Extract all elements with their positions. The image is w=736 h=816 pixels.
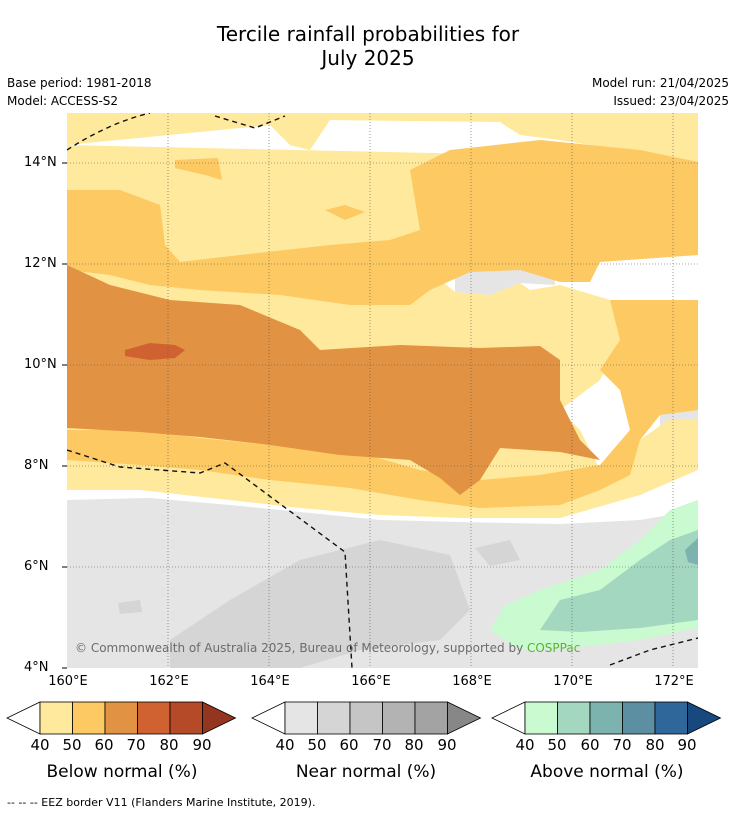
eez-border-note: -- -- -- EEZ border V11 (Flanders Marine…	[7, 796, 316, 809]
above-60-patch	[685, 538, 698, 565]
below-colorbar-segment	[169, 701, 203, 735]
below-tick-70: 70	[126, 736, 146, 754]
map-title: Tercile rainfall probabilities for July …	[0, 22, 736, 70]
above-tick-60: 60	[580, 736, 600, 754]
lat-label-14n: 14°N	[24, 155, 57, 170]
above-colorbar-left-arrow	[491, 701, 526, 735]
below-tick-80: 80	[159, 736, 179, 754]
below-normal-label: Below normal (%)	[46, 762, 198, 782]
model-run: Model run: 21/04/2025	[591, 76, 729, 90]
below-50-patch-2	[325, 205, 365, 220]
above-tick-80: 80	[645, 736, 665, 754]
near-tick-60: 60	[339, 736, 359, 754]
below-tick-60: 60	[94, 736, 114, 754]
copyright-text: © Commonwealth of Australia 2025, Bureau…	[75, 641, 527, 655]
near-normal-label: Near normal (%)	[295, 762, 437, 782]
near-tick-90: 90	[437, 736, 457, 754]
issued-date: Issued: 23/04/2025	[613, 94, 729, 108]
below-tick-90: 90	[192, 736, 212, 754]
below-colorbar-segment	[39, 701, 73, 735]
lat-label-6n: 6°N	[24, 559, 49, 574]
near-tick-80: 80	[404, 736, 424, 754]
above-normal-label: Above normal (%)	[530, 762, 684, 782]
near-colorbar-segment	[284, 701, 318, 735]
below-colorbar-left-arrow	[6, 701, 41, 735]
above-colorbar-segment	[589, 701, 623, 735]
base-period: Base period: 1981-2018	[7, 76, 152, 90]
above-tick-50: 50	[547, 736, 567, 754]
eez-borders	[67, 113, 698, 668]
meta-left: Base period: 1981-2018 Model: ACCESS-S2	[7, 74, 152, 110]
lon-label-166e: 166°E	[351, 674, 391, 689]
lon-label-162e: 162°E	[149, 674, 189, 689]
above-colorbar-segment	[622, 701, 656, 735]
meta-right: Model run: 21/04/2025 Issued: 23/04/2025	[592, 74, 729, 110]
near-normal-patch	[118, 600, 142, 614]
lat-label-10n: 10°N	[24, 357, 57, 372]
lon-label-172e: 172°E	[654, 674, 694, 689]
lat-label-12n: 12°N	[24, 256, 57, 271]
below-50-region	[67, 140, 698, 508]
near-tick-70: 70	[372, 736, 392, 754]
lat-label-4n: 4°N	[24, 660, 49, 675]
lon-label-170e: 170°E	[553, 674, 593, 689]
copyright-org: COSPPac	[526, 641, 581, 655]
near-colorbar-segment	[349, 701, 383, 735]
below-tick-50: 50	[62, 736, 82, 754]
above-50-region	[540, 530, 698, 632]
model-name: Model: ACCESS-S2	[7, 94, 119, 108]
below-colorbar-segment	[137, 701, 171, 735]
below-60-region	[67, 265, 600, 495]
colorbars	[6, 701, 722, 735]
above-tick-70: 70	[612, 736, 632, 754]
above-tick-90: 90	[677, 736, 697, 754]
below-50-patch	[175, 158, 222, 180]
above-tick-40: 40	[515, 736, 535, 754]
near-normal-region-2	[170, 540, 470, 668]
graticule	[67, 113, 698, 668]
lon-label-164e: 164°E	[250, 674, 290, 689]
below-colorbar-right-arrow	[202, 701, 237, 735]
below-colorbar-segment	[72, 701, 106, 735]
below-tick-40: 40	[30, 736, 50, 754]
above-colorbar-segment	[654, 701, 688, 735]
above-colorbar-segment	[524, 701, 558, 735]
near-colorbar-right-arrow	[447, 701, 482, 735]
map-fill-layers	[67, 113, 698, 668]
near-normal-patch-2	[475, 540, 520, 566]
title-line-1: Tercile rainfall probabilities for	[216, 22, 520, 46]
title-line-2: July 2025	[321, 46, 415, 70]
near-tick-50: 50	[307, 736, 327, 754]
lon-label-160e: 160°E	[48, 674, 88, 689]
lat-label-8n: 8°N	[24, 458, 49, 473]
near-colorbar-segment	[382, 701, 416, 735]
near-colorbar-left-arrow	[251, 701, 286, 735]
below-70-patch	[125, 343, 185, 360]
above-colorbar-segment	[557, 701, 591, 735]
near-colorbar-segment	[414, 701, 448, 735]
axis-ticks	[62, 162, 67, 669]
near-colorbar-segment	[317, 701, 351, 735]
copyright-notice: © Commonwealth of Australia 2025, Bureau…	[75, 641, 580, 655]
below-colorbar-segment	[104, 701, 138, 735]
near-tick-40: 40	[275, 736, 295, 754]
lon-label-168e: 168°E	[452, 674, 492, 689]
above-colorbar-right-arrow	[687, 701, 722, 735]
